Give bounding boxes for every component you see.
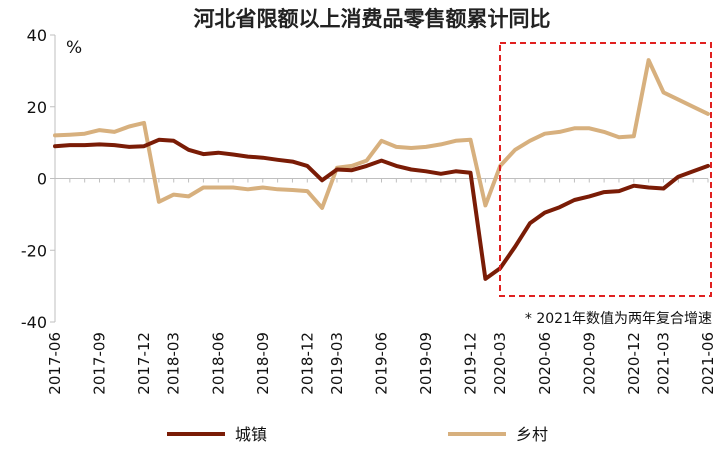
x-tick-label: 2018-03 <box>165 332 183 395</box>
x-tick-label: 2019-06 <box>373 332 391 395</box>
x-tick-label: 2020-03 <box>491 332 509 395</box>
chart-title: 河北省限额以上消费品零售额累计同比 <box>194 7 551 31</box>
y-tick-label: 0 <box>37 170 47 189</box>
x-tick-label: 2019-03 <box>328 332 346 395</box>
series-lines <box>53 58 710 281</box>
series-line-rural <box>53 58 710 210</box>
x-tick-label: 2021-03 <box>654 332 672 395</box>
y-tick-label: -20 <box>21 241 47 260</box>
x-axis: 2017-06 2017-09 2017-12 2018-03 2018-06 2018-… <box>46 178 717 395</box>
x-tick-label: 2020-12 <box>625 332 643 395</box>
x-tick-label: 2018-06 <box>209 332 227 395</box>
y-tick-label: -40 <box>21 313 47 332</box>
legend: 城镇 乡村 <box>167 425 548 444</box>
x-tick-label: 2018-12 <box>298 332 316 395</box>
y-tick-label: 20 <box>27 98 47 117</box>
legend-label: 城镇 <box>235 425 267 444</box>
x-tick-label: 2019-12 <box>462 332 480 395</box>
y-tick-label: 40 <box>27 26 47 45</box>
x-tick-label: 2020-06 <box>536 332 554 395</box>
y-axis-unit: % <box>66 38 82 58</box>
y-axis: 40 20 0 -20 -40 <box>21 26 56 332</box>
x-tick-label: 2021-06 <box>699 332 717 395</box>
x-tick-label: 2017-06 <box>46 332 64 395</box>
highlight-box <box>499 42 712 297</box>
legend-label: 乡村 <box>516 425 548 444</box>
x-tick-label: 2019-09 <box>417 332 435 395</box>
annotation-note: * 2021年数值为两年复合增速 <box>525 310 712 327</box>
series-line-urban <box>53 137 710 281</box>
x-tick-label: 2017-12 <box>135 332 153 395</box>
x-tick-label: 2017-09 <box>91 332 109 395</box>
x-tick-label: 2020-09 <box>580 332 598 395</box>
x-tick-label: 2018-09 <box>254 332 272 395</box>
